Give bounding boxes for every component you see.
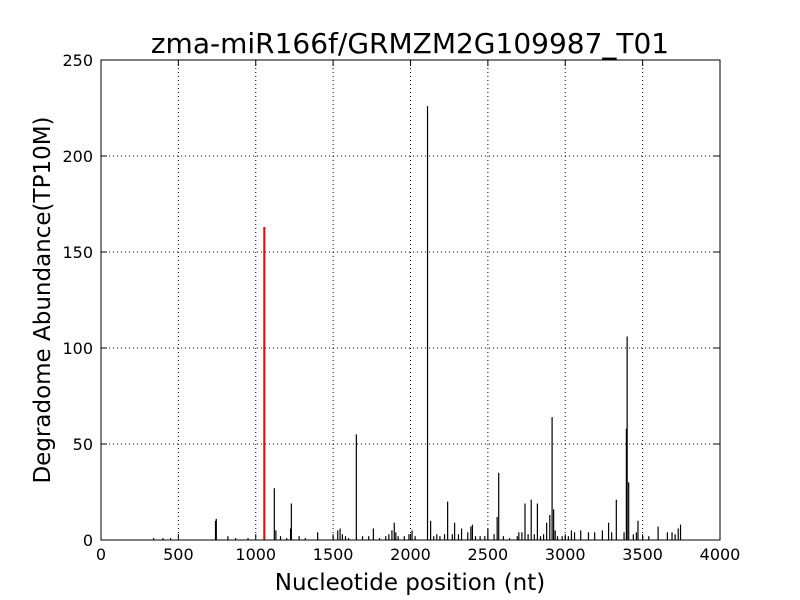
x-tick-label: 4000	[700, 545, 741, 564]
bars-layer	[153, 106, 682, 540]
y-tick-label: 250	[62, 51, 93, 70]
y-tick-label: 150	[62, 243, 93, 262]
y-axis-label: Degradome Abundance(TP10M)	[30, 116, 56, 483]
x-tick-label: 2500	[468, 545, 509, 564]
x-tick-label: 0	[96, 545, 106, 564]
ticks-layer: 0 500 1000 1500 2000 2500 3000 3500 4000 0 50 100 15…	[62, 51, 740, 564]
y-tick-label: 0	[83, 531, 93, 550]
chart-title: zma-miR166f/GRMZM2G109987_T01	[151, 27, 669, 60]
y-tick-label: 200	[62, 147, 93, 166]
x-tick-label: 3000	[545, 545, 586, 564]
x-tick-label: 3500	[622, 545, 663, 564]
x-tick-label: 500	[163, 545, 194, 564]
x-axis-label: Nucleotide position (nt)	[275, 570, 545, 596]
y-tick-label: 50	[73, 435, 93, 454]
x-tick-label: 1500	[313, 545, 354, 564]
grid-layer	[101, 60, 720, 540]
x-tick-label: 1000	[235, 545, 276, 564]
x-tick-label: 2000	[390, 545, 431, 564]
y-tick-label: 100	[62, 339, 93, 358]
